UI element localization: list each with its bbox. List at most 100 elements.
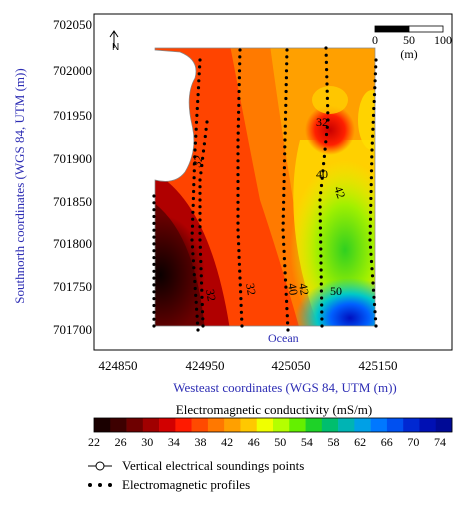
em-profile-point bbox=[237, 69, 242, 73]
em-profile-point bbox=[368, 231, 372, 235]
em-profile-point bbox=[201, 317, 205, 321]
em-profile-point bbox=[238, 62, 242, 66]
em-profile-point bbox=[201, 149, 206, 153]
em-profile-point bbox=[152, 290, 156, 294]
em-profile-point bbox=[236, 228, 240, 232]
em-profile-point bbox=[152, 262, 156, 266]
em-profile-point bbox=[152, 214, 156, 219]
em-profile-point bbox=[198, 252, 203, 256]
em-profile-point bbox=[372, 106, 376, 111]
em-legend-label: Electromagnetic profiles bbox=[122, 477, 250, 492]
em-profile-point bbox=[282, 186, 286, 191]
em-profile-point bbox=[371, 281, 375, 285]
em-profile-point bbox=[198, 211, 202, 215]
colorbar bbox=[93, 417, 453, 433]
em-profile-point bbox=[325, 125, 329, 129]
em-profile-point bbox=[282, 159, 287, 163]
x-axis-label: Westeast coordinates (WGS 84, UTM (m)) bbox=[173, 380, 397, 395]
em-profile-point bbox=[325, 75, 329, 79]
em-profile-point bbox=[191, 259, 195, 263]
em-profile-point bbox=[319, 254, 323, 258]
em-profile-point bbox=[198, 231, 202, 235]
em-profile-point bbox=[236, 159, 240, 163]
em-profile-point bbox=[284, 69, 289, 73]
em-profile-point bbox=[369, 176, 373, 180]
em-profile-point bbox=[194, 293, 198, 297]
em-profile-point bbox=[236, 235, 240, 239]
em-profile-point bbox=[195, 314, 199, 318]
em-profile-point bbox=[192, 176, 196, 180]
north-label: N bbox=[112, 42, 119, 53]
em-profile-point bbox=[282, 257, 286, 261]
colorbar-tick-label: 22 bbox=[88, 435, 100, 449]
em-profile-point bbox=[281, 207, 286, 211]
ves-marker-icon bbox=[95, 461, 105, 471]
em-profile-point bbox=[237, 242, 241, 246]
em-profile-point bbox=[236, 200, 240, 204]
em-profile-point bbox=[236, 124, 240, 128]
y-tick-label: 701850 bbox=[53, 194, 92, 209]
em-profile-point bbox=[201, 156, 205, 160]
em-profile-point bbox=[236, 173, 240, 177]
colorbar-swatch bbox=[338, 418, 355, 432]
em-profile-point bbox=[326, 118, 330, 122]
em-profile-point bbox=[237, 96, 241, 101]
em-profile-point bbox=[326, 104, 330, 108]
em-profile-point bbox=[371, 120, 375, 124]
em-profile-point bbox=[374, 324, 378, 328]
colorbar-swatch bbox=[370, 418, 388, 432]
em-profile-point bbox=[190, 231, 194, 235]
em-profile-point bbox=[237, 89, 241, 94]
colorbar-swatch bbox=[289, 418, 306, 432]
em-profile-point bbox=[237, 249, 241, 253]
em-profile-point bbox=[193, 279, 197, 284]
em-profile-point bbox=[192, 162, 197, 166]
em-profile-point bbox=[238, 55, 242, 59]
em-profile-point bbox=[192, 189, 196, 194]
em-profile-point bbox=[190, 245, 195, 249]
x-axis: 424850 424950 425050 425150 bbox=[99, 358, 398, 373]
em-profile-point bbox=[369, 203, 373, 207]
colorbar-swatch bbox=[207, 418, 225, 432]
em-profile-point bbox=[198, 178, 202, 182]
y-tick-label: 702050 bbox=[53, 17, 92, 32]
colorbar-tick-label: 30 bbox=[141, 435, 153, 449]
em-profile-point bbox=[368, 224, 372, 228]
em-profile-point bbox=[319, 289, 323, 293]
em-profile-point bbox=[281, 221, 285, 225]
em-profile-point bbox=[236, 179, 240, 184]
em-profile-point bbox=[284, 103, 288, 107]
em-profile-point bbox=[236, 193, 240, 197]
em-profile-point bbox=[190, 224, 195, 228]
em-profile-point bbox=[319, 240, 323, 244]
em-profile-point bbox=[199, 281, 204, 285]
em-profile-point bbox=[281, 235, 285, 239]
em-profile-point bbox=[319, 261, 323, 265]
y-tick-label: 701700 bbox=[53, 322, 92, 337]
survey-boundary bbox=[154, 47, 376, 327]
em-profile-point bbox=[200, 295, 204, 299]
em-profile-point bbox=[282, 200, 286, 204]
em-profile-point bbox=[193, 155, 197, 159]
em-profile-point bbox=[201, 324, 205, 328]
colorbar-tick-label: 70 bbox=[407, 435, 419, 449]
em-profile-point bbox=[195, 321, 200, 325]
em-profile-point bbox=[369, 196, 373, 201]
em-profile-point bbox=[199, 259, 203, 264]
em-profile-point bbox=[323, 147, 327, 151]
contour-label: 50 bbox=[330, 284, 342, 298]
em-profile-point bbox=[324, 132, 329, 137]
em-profile-point bbox=[196, 93, 200, 97]
em-profile-point bbox=[322, 154, 326, 158]
em-profile-point bbox=[284, 76, 288, 80]
em-profile-point bbox=[321, 169, 325, 173]
scale-label: 100 bbox=[434, 33, 452, 47]
em-profile-point bbox=[283, 138, 287, 142]
em-profile-point bbox=[318, 205, 322, 209]
em-profile-point bbox=[325, 96, 329, 100]
em-profile-point bbox=[194, 120, 199, 124]
em-profile-point bbox=[236, 145, 240, 149]
em-profile-point bbox=[200, 163, 204, 168]
colorbar-swatch bbox=[110, 418, 127, 432]
em-profile-point bbox=[152, 276, 156, 280]
